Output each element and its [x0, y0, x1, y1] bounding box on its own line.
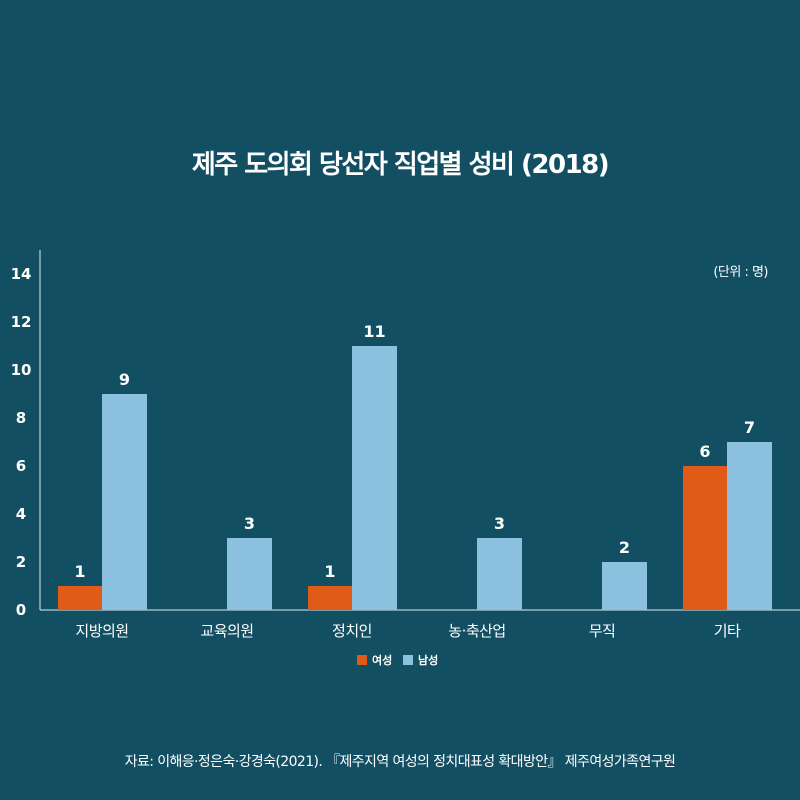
bar-male-0: [102, 394, 147, 610]
chart-title: 제주 도의회 당선자 직업별 성비 (2018): [192, 150, 608, 180]
value-label-male-0: 9: [119, 370, 130, 389]
legend: 여성 남성: [357, 653, 438, 667]
bar-male-3: [477, 538, 522, 610]
value-label-female-5: 6: [699, 442, 710, 461]
bar-male-4: [602, 562, 647, 610]
value-label-male-5: 7: [744, 418, 755, 437]
y-tick-label-10: 10: [11, 361, 32, 379]
y-tick-label-8: 8: [16, 409, 26, 427]
x-tick-label-1: 교육의원: [200, 622, 253, 640]
x-tick-label-3: 농·축산업: [448, 622, 505, 640]
x-tick-label-0: 지방의원: [75, 622, 128, 640]
x-tick-label-4: 무직: [589, 622, 616, 640]
bars: [58, 346, 772, 610]
legend-label-female: 여성: [372, 653, 392, 667]
bar-male-5: [727, 442, 772, 610]
y-tick-label-14: 14: [11, 265, 32, 283]
y-tick-label-2: 2: [16, 553, 26, 571]
value-label-female-2: 1: [324, 562, 335, 581]
y-tick-label-12: 12: [11, 313, 32, 331]
x-tick-labels: 지방의원 교육의원 정치인 농·축산업 무직 기타: [75, 622, 741, 640]
bar-female-5: [683, 466, 727, 610]
legend-swatch-male: [403, 655, 413, 665]
source-note: 자료: 이해응·정은숙·강경숙(2021). 『제주지역 여성의 정치대표성 확…: [125, 754, 676, 770]
value-label-female-0: 1: [74, 562, 85, 581]
bar-female-0: [58, 586, 102, 610]
value-label-male-1: 3: [244, 514, 255, 533]
value-label-male-2: 11: [363, 322, 385, 341]
y-tick-label-0: 0: [16, 601, 26, 619]
bar-male-2: [352, 346, 397, 610]
bar-female-2: [308, 586, 352, 610]
legend-swatch-female: [357, 655, 367, 665]
y-tick-labels: 0 2 4 6 8 10 12 14: [11, 265, 32, 619]
x-tick-label-2: 정치인: [332, 622, 372, 640]
y-tick-label-4: 4: [16, 505, 26, 523]
unit-label: (단위 : 명): [713, 265, 768, 280]
y-tick-label-6: 6: [16, 457, 26, 475]
bar-male-1: [227, 538, 272, 610]
legend-label-male: 남성: [418, 653, 438, 667]
x-tick-label-5: 기타: [714, 622, 741, 640]
value-label-male-3: 3: [494, 514, 505, 533]
value-label-male-4: 2: [619, 538, 630, 557]
